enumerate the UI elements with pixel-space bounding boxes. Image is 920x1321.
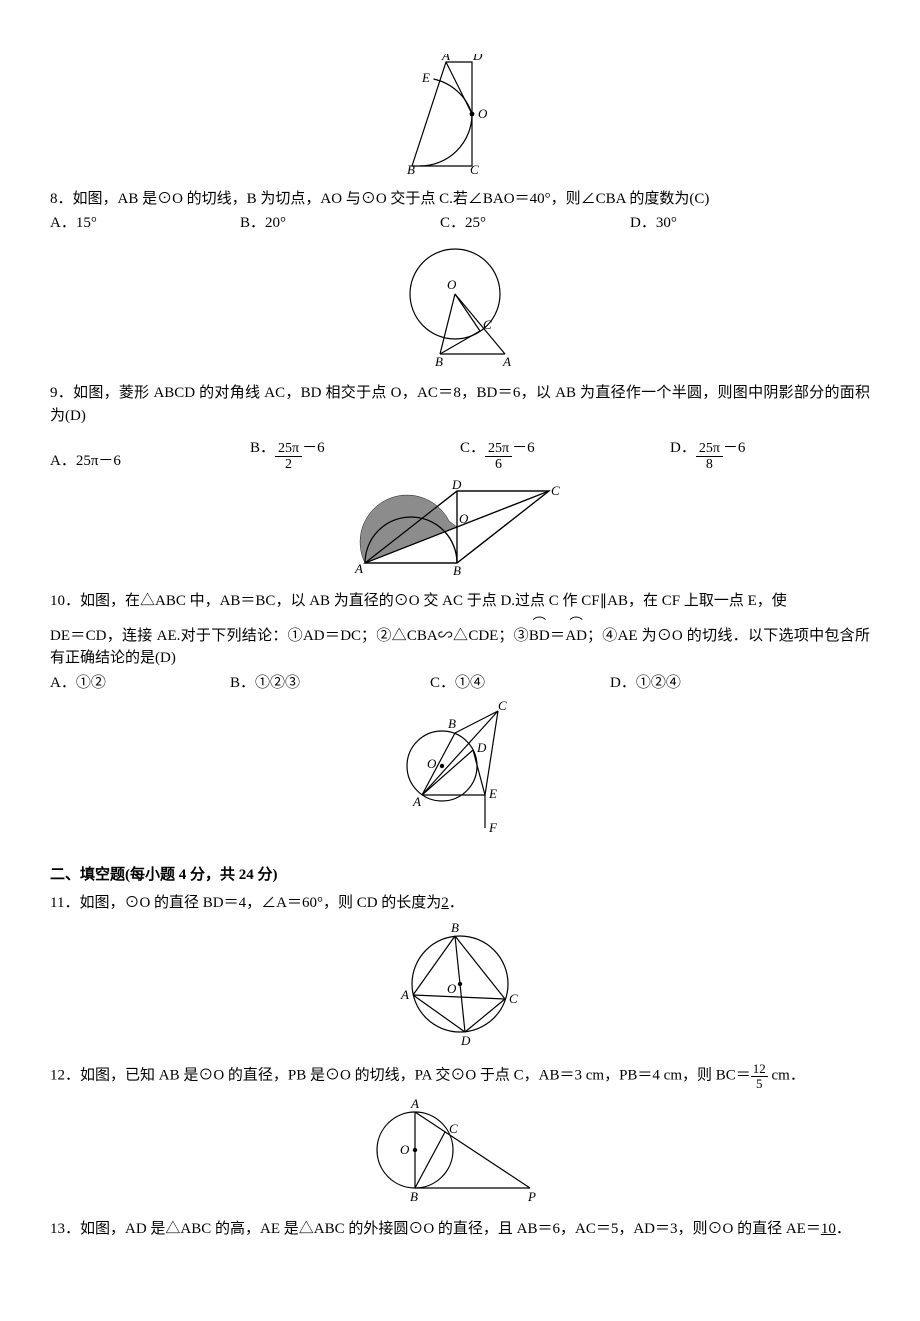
label-C: C (551, 483, 560, 498)
q9-opt-d: D． 25π 8 －6 (670, 437, 870, 473)
q9-opt-d-pre: D． (670, 437, 696, 460)
label-B: B (448, 716, 456, 731)
frac-num: 25π (485, 441, 512, 457)
frac-num: 25π (275, 441, 302, 457)
label-D: D (451, 477, 462, 492)
q12-suf: cm． (768, 1068, 805, 1084)
q9-opt-d-frac: 25π 8 (696, 441, 723, 473)
label-A: A (412, 794, 421, 809)
q8-text: 8．如图，AB 是⊙O 的切线，B 为切点，AO 与⊙O 交于点 C.若∠BAO… (50, 188, 870, 211)
q8-figure: A D E O B C (50, 54, 870, 182)
q10-figure: C B D O A E F (50, 698, 870, 846)
q8-opt-b: B．20° (240, 212, 440, 235)
q12: 12．如图，已知 AB 是⊙O 的直径，PB 是⊙O 的切线，PA 交⊙O 于点… (50, 1062, 870, 1090)
arc-ad: AD (565, 625, 587, 648)
label-C: C (470, 162, 479, 174)
label-A: A (441, 54, 450, 63)
q10-eq: ＝ (550, 628, 566, 644)
q13-suf: ． (836, 1221, 851, 1237)
frac-den: 2 (282, 457, 295, 472)
label-O: O (427, 756, 437, 771)
q10-opt-b: B．①②③ (230, 672, 430, 695)
q9-text: 9．如图，菱形 ABCD 的对角线 AC，BD 相交于点 O，AC＝8，BD＝6… (50, 382, 870, 427)
q8-opt-d: D．30° (630, 212, 820, 235)
q13-pre: 13．如图，AD 是△ABC 的高，AE 是△ABC 的外接圆⊙O 的直径，且 … (50, 1221, 821, 1237)
q12-text: 12．如图，已知 AB 是⊙O 的直径，PB 是⊙O 的切线，PA 交⊙O 于点… (50, 1062, 870, 1090)
q11-text: 11．如图，⊙O 的直径 BD＝4，∠A＝60°，则 CD 的长度为2． (50, 892, 870, 915)
label-O: O (478, 106, 488, 121)
q9-opt-b: B． 25π 2 －6 (250, 437, 460, 473)
q10-opt-d: D．①②④ (610, 672, 790, 695)
label-D: D (472, 54, 483, 63)
label-P: P (527, 1189, 536, 1204)
q8-options: A．15° B．20° C．25° D．30° (50, 212, 870, 235)
q10-options: A．①② B．①②③ C．①④ D．①②④ (50, 672, 870, 695)
q10-opt-c: C．①④ (430, 672, 610, 695)
label-C: C (483, 317, 492, 332)
q12-figure: A O C B P (50, 1095, 870, 1213)
label-O: O (447, 981, 457, 996)
q9: 9．如图，菱形 ABCD 的对角线 AC，BD 相交于点 O，AC＝8，BD＝6… (50, 382, 870, 473)
section-2-title: 二、填空题(每小题 4 分，共 24 分) (50, 864, 870, 887)
frac-den: 5 (754, 1077, 765, 1091)
frac-den: 6 (492, 457, 505, 472)
q9-opt-c-pre: C． (460, 437, 485, 460)
q10: 10．如图，在△ABC 中，AB＝BC，以 AB 为直径的⊙O 交 AC 于点 … (50, 590, 870, 694)
q10-opt-a: A．①② (50, 672, 230, 695)
q13-ans: 10 (821, 1221, 836, 1237)
label-C: C (449, 1121, 458, 1136)
label-D: D (460, 1033, 471, 1048)
label-B: B (435, 354, 443, 369)
label-O: O (447, 277, 457, 292)
q13-text: 13．如图，AD 是△ABC 的高，AE 是△ABC 的外接圆⊙O 的直径，且 … (50, 1218, 870, 1241)
label-A: A (354, 561, 363, 576)
q9-opt-d-suf: －6 (723, 437, 746, 460)
label-F: F (488, 820, 498, 835)
frac-den: 8 (703, 457, 716, 472)
frac-num: 25π (696, 441, 723, 457)
label-A: A (502, 354, 511, 369)
label-C: C (509, 991, 518, 1006)
q11-ans: 2 (441, 895, 449, 911)
q9-opt-b-pre: B． (250, 437, 275, 460)
q13: 13．如图，AD 是△ABC 的高，AE 是△ABC 的外接圆⊙O 的直径，且 … (50, 1218, 870, 1241)
label-D: D (476, 740, 487, 755)
q8-opt-c: C．25° (440, 212, 630, 235)
q9-figure-rhombus: D C O A B (50, 477, 870, 585)
arc-bd: BD (529, 625, 550, 648)
label-B: B (453, 563, 461, 577)
q12-ans-frac: 12 5 (751, 1062, 768, 1090)
label-A: A (400, 987, 409, 1002)
label-O: O (400, 1142, 410, 1157)
label-A: A (410, 1096, 419, 1111)
q9-figure-top: O C B A (50, 239, 870, 377)
q10-text2: DE＝CD，连接 AE.对于下列结论：①AD＝DC；②△CBA∽△CDE；③BD… (50, 625, 870, 670)
q11-suf: ． (449, 895, 464, 911)
q11: 11．如图，⊙O 的直径 BD＝4，∠A＝60°，则 CD 的长度为2． (50, 892, 870, 915)
q8-opt-a: A．15° (50, 212, 240, 235)
label-E: E (421, 70, 430, 85)
q9-opt-c-frac: 25π 6 (485, 441, 512, 473)
q9-opt-a: A．25π－6 (50, 450, 250, 473)
q9-opt-c: C． 25π 6 －6 (460, 437, 670, 473)
frac-num: 12 (751, 1062, 768, 1077)
q9-opt-b-frac: 25π 2 (275, 441, 302, 473)
q9-options: A．25π－6 B． 25π 2 －6 C． 25π 6 －6 D． 25π 8… (50, 437, 870, 473)
q11-figure: B O A C D (50, 919, 870, 1057)
q12-pre: 12．如图，已知 AB 是⊙O 的直径，PB 是⊙O 的切线，PA 交⊙O 于点… (50, 1068, 751, 1084)
q10-text2a: DE＝CD，连接 AE.对于下列结论：①AD＝DC；②△CBA∽△CDE；③ (50, 628, 529, 644)
label-B: B (407, 162, 415, 174)
q9-opt-b-suf: －6 (302, 437, 325, 460)
q9-opt-c-suf: －6 (512, 437, 535, 460)
label-E: E (488, 786, 497, 801)
label-C: C (498, 698, 507, 713)
label-B: B (410, 1189, 418, 1204)
label-O: O (459, 511, 469, 526)
q10-text1: 10．如图，在△ABC 中，AB＝BC，以 AB 为直径的⊙O 交 AC 于点 … (50, 590, 870, 613)
label-B: B (451, 920, 459, 935)
q11-pre: 11．如图，⊙O 的直径 BD＝4，∠A＝60°，则 CD 的长度为 (50, 895, 441, 911)
q8: 8．如图，AB 是⊙O 的切线，B 为切点，AO 与⊙O 交于点 C.若∠BAO… (50, 188, 870, 235)
